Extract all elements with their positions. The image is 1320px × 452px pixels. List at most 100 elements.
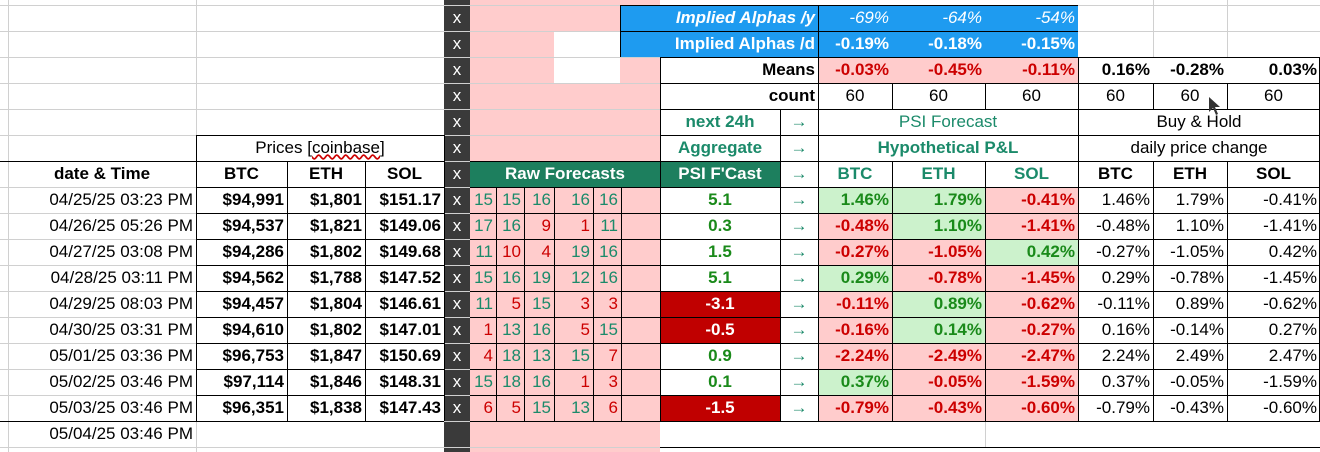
date-cell[interactable]: 04/29/25 08:03 PM [49, 294, 193, 313]
bh-cell[interactable]: -0.41% [1263, 190, 1317, 209]
bh-cell[interactable]: -0.48% [1096, 216, 1150, 235]
count-value[interactable]: 60 [929, 86, 948, 105]
pnl-cell[interactable]: 0.37% [840, 372, 889, 391]
bh-cell[interactable]: -0.78% [1170, 268, 1224, 287]
date-cell[interactable]: 05/02/25 03:46 PM [49, 372, 193, 391]
raw-forecast-cell[interactable]: 16 [571, 190, 590, 209]
implied-alpha-d-value[interactable]: -0.18% [928, 34, 982, 53]
raw-forecast-cell[interactable]: 11 [600, 216, 618, 235]
price-eth-cell[interactable]: $1,821 [310, 216, 362, 235]
pnl-sol-header[interactable]: SOL [1014, 164, 1049, 183]
arrow-header[interactable]: → [790, 164, 808, 183]
pnl-cell[interactable]: -0.79% [835, 398, 889, 417]
pnl-cell[interactable]: 1.79% [933, 190, 982, 209]
aggregate-header[interactable]: Aggregate [677, 138, 763, 157]
pnl-cell[interactable]: -0.62% [1021, 294, 1075, 313]
price-eth-cell[interactable]: $1,847 [310, 346, 362, 365]
bh-cell[interactable]: 0.37% [1101, 372, 1150, 391]
pnl-cell[interactable]: -0.48% [835, 216, 889, 235]
price-btc-cell[interactable]: $94,457 [222, 294, 284, 313]
raw-forecast-cell[interactable]: 4 [483, 346, 493, 365]
raw-forecast-cell[interactable]: 18 [502, 372, 521, 391]
raw-forecast-cell[interactable]: 5 [511, 398, 521, 417]
pnl-cell[interactable]: 0.89% [933, 294, 982, 313]
date-cell[interactable]: 04/25/25 03:23 PM [49, 190, 193, 209]
price-eth-cell[interactable]: $1,802 [310, 242, 362, 261]
bh-cell[interactable]: 0.27% [1268, 320, 1317, 339]
raw-forecast-cell[interactable]: 18 [502, 346, 521, 365]
bh-cell[interactable]: 2.49% [1175, 346, 1224, 365]
raw-forecast-cell[interactable]: 9 [541, 216, 551, 235]
raw-forecast-cell[interactable]: 16 [532, 320, 551, 339]
price-btc-cell[interactable]: $97,114 [223, 372, 284, 391]
price-sol-cell[interactable]: $148.31 [379, 372, 441, 391]
raw-forecast-cell[interactable]: 16 [599, 242, 618, 261]
bh-cell[interactable]: -0.60% [1263, 398, 1317, 417]
date-cell[interactable]: 04/30/25 03:31 PM [49, 320, 193, 339]
raw-forecast-cell[interactable]: 7 [608, 346, 618, 365]
raw-forecast-cell[interactable]: 16 [502, 216, 521, 235]
count-label[interactable]: count [768, 86, 815, 105]
price-eth-cell[interactable]: $1,788 [310, 268, 362, 287]
pnl-cell[interactable]: -2.24% [835, 346, 889, 365]
raw-forecast-cell[interactable]: 15 [474, 372, 493, 391]
pnl-cell[interactable]: -0.41% [1021, 190, 1075, 209]
raw-forecast-cell[interactable]: 15 [474, 190, 493, 209]
price-eth-cell[interactable]: $1,801 [310, 190, 362, 209]
arrow-cell[interactable]: → [790, 320, 808, 339]
pnl-cell[interactable]: 1.10% [933, 216, 982, 235]
raw-forecast-cell[interactable]: 4 [541, 242, 551, 261]
price-sol-cell[interactable]: $149.06 [379, 216, 441, 235]
bh-cell[interactable]: -0.05% [1170, 372, 1224, 391]
next-24h-header[interactable]: next 24h [685, 112, 755, 131]
price-eth-cell[interactable]: $1,838 [310, 398, 362, 417]
price-sol-cell[interactable]: $150.69 [379, 346, 441, 365]
price-eth-cell[interactable]: $1,804 [310, 294, 362, 313]
raw-forecast-cell[interactable]: 6 [608, 398, 618, 417]
pnl-cell[interactable]: -0.27% [1021, 320, 1075, 339]
bh-cell[interactable]: -1.05% [1170, 242, 1224, 261]
pnl-cell[interactable]: 0.29% [840, 268, 889, 287]
psi-fcast-cell[interactable]: 0.1 [708, 372, 732, 391]
raw-forecast-cell[interactable]: 13 [502, 320, 521, 339]
price-sol-cell[interactable]: $147.52 [379, 268, 441, 287]
pnl-cell[interactable]: 0.42% [1026, 242, 1075, 261]
pnl-cell[interactable]: -0.11% [836, 294, 889, 313]
raw-forecast-cell[interactable]: 5 [580, 320, 590, 339]
implied-alphas-y-label[interactable]: Implied Alphas /y [675, 8, 815, 27]
raw-forecast-cell[interactable]: 11 [475, 242, 493, 261]
raw-forecast-cell[interactable]: 11 [475, 294, 493, 313]
implied-alpha-y-value[interactable]: -64% [942, 8, 982, 27]
raw-forecast-cell[interactable]: 1 [483, 320, 493, 339]
arrow-cell[interactable]: → [790, 346, 808, 365]
price-sol-cell[interactable]: $149.68 [379, 242, 441, 261]
bh-cell[interactable]: -0.27% [1096, 242, 1150, 261]
pnl-cell[interactable]: -0.43% [928, 398, 982, 417]
pnl-cell[interactable]: -2.49% [928, 346, 982, 365]
bh-cell[interactable]: 2.24% [1101, 346, 1150, 365]
price-btc-header[interactable]: BTC [224, 164, 259, 183]
raw-forecast-cell[interactable]: 16 [532, 372, 551, 391]
implied-alpha-y-value[interactable]: -54% [1035, 8, 1075, 27]
pnl-cell[interactable]: 0.14% [933, 320, 982, 339]
pnl-btc-header[interactable]: BTC [837, 164, 873, 183]
psi-fcast-cell[interactable]: -0.5 [705, 320, 735, 339]
bh-cell[interactable]: 0.42% [1268, 242, 1317, 261]
raw-forecast-cell[interactable]: 15 [502, 190, 521, 209]
psi-fcast-cell[interactable]: 5.1 [708, 268, 732, 287]
count-value[interactable]: 60 [1180, 86, 1200, 105]
raw-forecast-cell[interactable]: 5 [511, 294, 521, 313]
raw-forecast-cell[interactable]: 3 [608, 372, 618, 391]
raw-forecast-cell[interactable]: 3 [580, 294, 590, 313]
date-time-header[interactable]: date & Time [53, 164, 151, 183]
date-cell[interactable]: 05/01/25 03:36 PM [49, 346, 193, 365]
bh-cell[interactable]: -1.59% [1263, 372, 1317, 391]
pnl-cell[interactable]: -0.05% [928, 372, 982, 391]
arrow-cell[interactable]: → [790, 190, 808, 209]
price-sol-cell[interactable]: $147.01 [379, 320, 441, 339]
raw-forecast-cell[interactable]: 13 [532, 346, 551, 365]
price-btc-cell[interactable]: $96,753 [222, 346, 284, 365]
pnl-eth-header[interactable]: ETH [921, 164, 956, 183]
bh-cell[interactable]: -0.11% [1097, 294, 1150, 313]
